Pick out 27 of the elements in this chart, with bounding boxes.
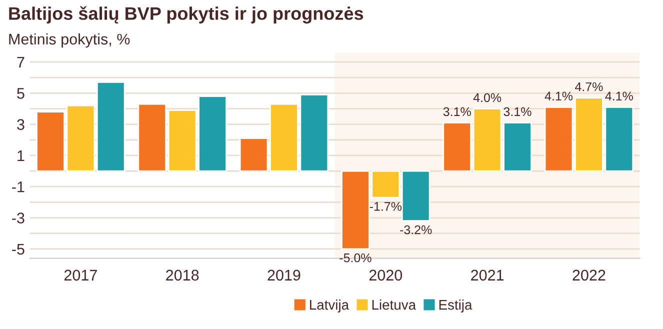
x-tick-label: 2020 (369, 270, 402, 281)
y-tick-label: 7 (17, 57, 24, 68)
data-label: 3.1% (443, 107, 471, 116)
data-label: -1.7% (370, 202, 402, 211)
y-tick-label: -3 (12, 212, 24, 224)
data-label: 4.0% (473, 93, 502, 102)
data-label: 3.1% (504, 107, 532, 116)
data-label: 4.1% (605, 92, 633, 100)
x-tick-label: 2019 (268, 270, 300, 281)
chart-subtitle: Metinis pokytis, % (9, 33, 130, 48)
x-tick-label: 2018 (166, 270, 199, 281)
y-tick-label: -5 (12, 244, 24, 255)
y-tick-label: 3 (17, 119, 24, 130)
legend-label: Estija (439, 300, 472, 312)
x-tick-label: 2022 (572, 270, 606, 281)
legend-label: Latvija (310, 300, 350, 312)
y-tick-label: 5 (17, 88, 24, 99)
y-tick-label: 1 (18, 150, 24, 161)
data-label: 4.1% (544, 92, 573, 100)
chart-title: Baltijos šalių BVP pokytis ir jo prognozės (9, 6, 364, 24)
data-label: 4.7% (575, 82, 603, 92)
data-label: -3.2% (400, 225, 432, 234)
legend-label: Lietuva (372, 300, 416, 310)
x-tick-label: 2021 (471, 270, 504, 281)
x-tick-label: 2017 (64, 270, 97, 281)
data-label: -5.0% (340, 253, 372, 262)
y-tick-label: -1 (12, 182, 24, 192)
